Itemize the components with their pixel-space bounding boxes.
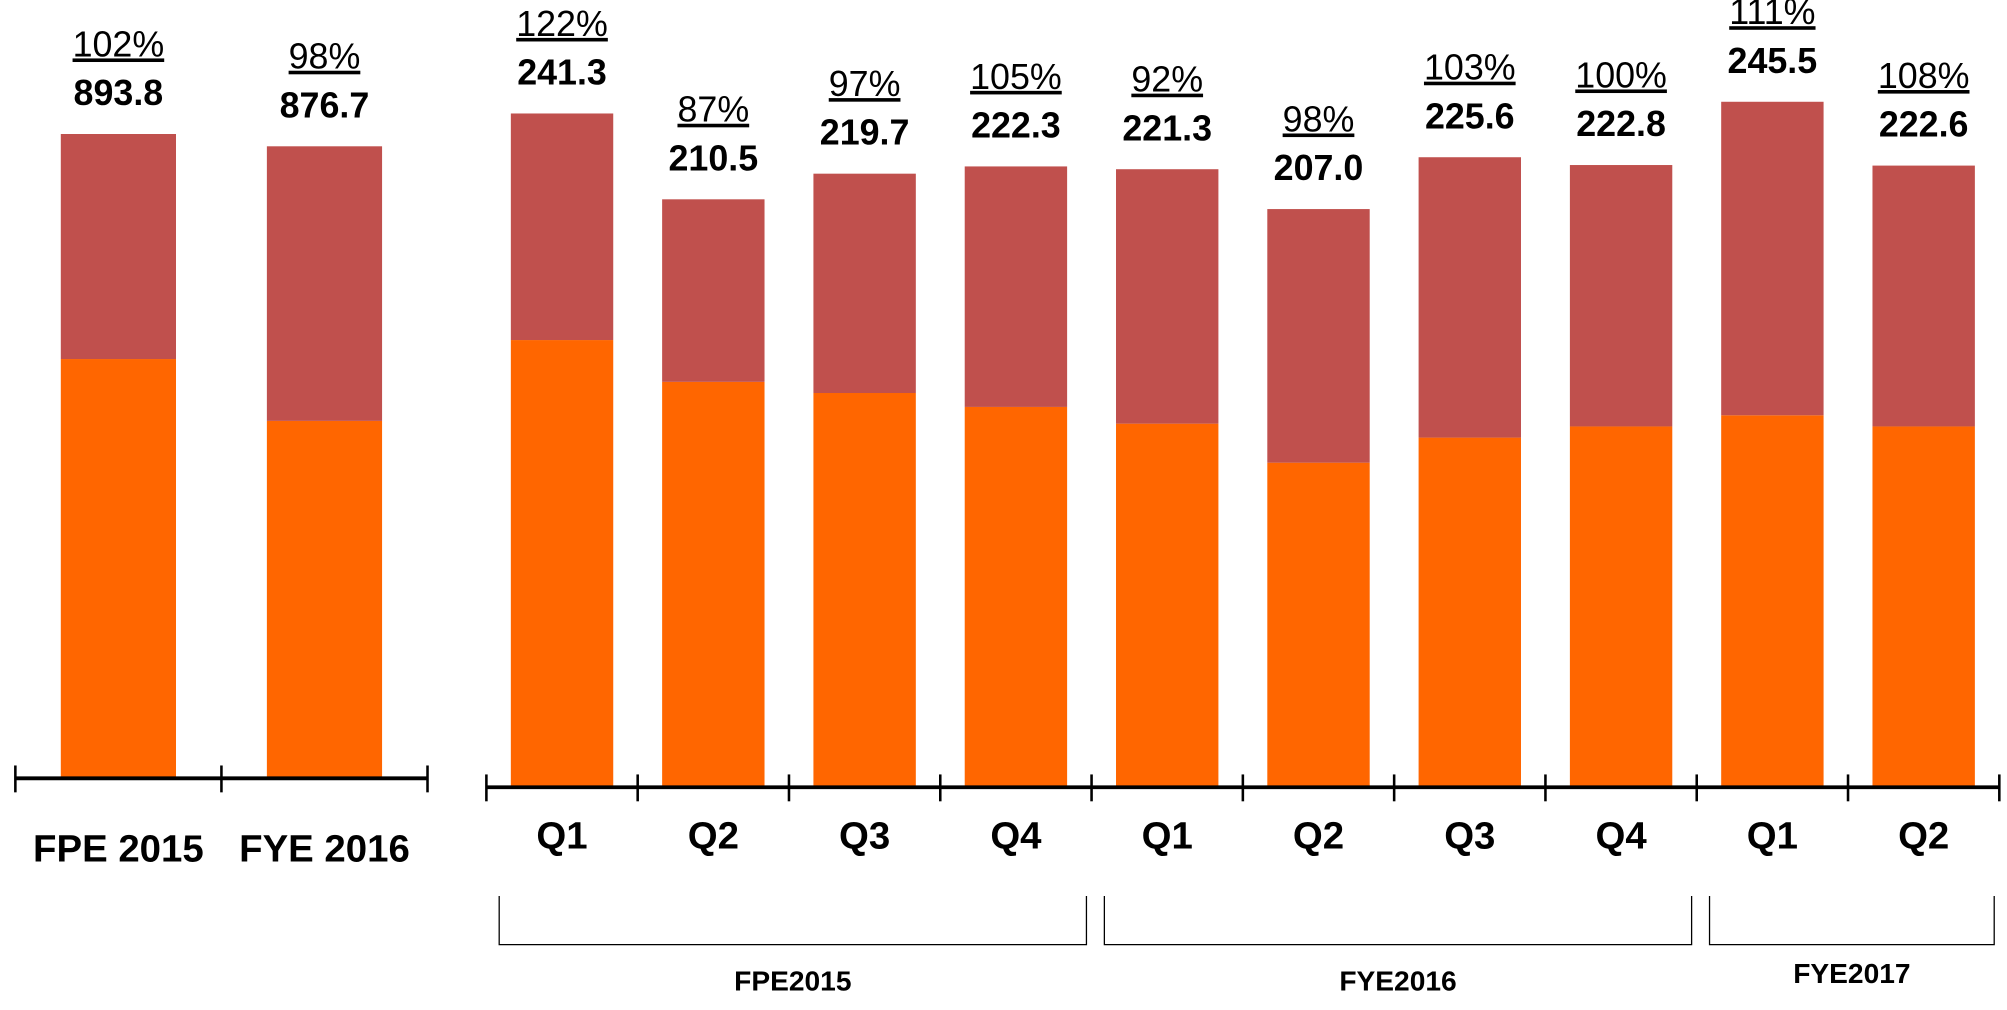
bar-segment	[813, 393, 916, 786]
bar-segment	[60, 359, 176, 777]
bar-segment	[1116, 423, 1219, 786]
group-label: FYE2016	[1339, 966, 1456, 997]
share-label: 92%	[1131, 60, 1203, 100]
x-tick-label: FYE 2016	[239, 827, 410, 870]
bar-segment	[1872, 426, 1975, 786]
bar-segment	[964, 406, 1068, 786]
share-label: 87%	[677, 90, 749, 130]
share-label: 98%	[289, 37, 361, 77]
share-label: 105%	[970, 57, 1062, 97]
total-label: 219.7	[820, 113, 910, 153]
group-bracket	[498, 896, 1088, 946]
x-tick-label: Q1	[1142, 815, 1193, 858]
bar-segment	[662, 381, 765, 786]
x-tick-label: Q2	[1898, 815, 1949, 858]
share-label: 103%	[1424, 48, 1516, 88]
bar-segment	[510, 113, 614, 341]
bar-segment	[1418, 437, 1521, 786]
bar-segment	[1569, 165, 1673, 427]
bar-segment	[510, 340, 614, 786]
x-tick-label: Q1	[536, 815, 587, 858]
x-tick-label: Q3	[1444, 815, 1495, 858]
share-label: 111%	[1729, 0, 1815, 32]
x-tick-label: Q2	[688, 815, 739, 858]
bar-segment	[1267, 209, 1370, 463]
x-tick-label: Q4	[990, 815, 1042, 858]
total-label: 222.6	[1879, 105, 1969, 145]
total-label: 225.6	[1425, 96, 1515, 136]
share-label: 102%	[73, 24, 165, 64]
x-tick-label: Q2	[1293, 815, 1344, 858]
share-label: 108%	[1878, 56, 1970, 96]
x-tick-label: FPE 2015	[33, 827, 204, 870]
bar-segment	[813, 173, 916, 394]
bar-segment	[266, 420, 383, 777]
bar-segment	[1721, 101, 1824, 416]
x-tick-label: Q4	[1595, 815, 1647, 858]
bar-segment	[1116, 169, 1219, 424]
bar-segment	[662, 199, 765, 382]
share-label: 122%	[516, 4, 608, 44]
bar-segment	[266, 146, 383, 421]
bar-segment	[964, 166, 1068, 407]
total-label: 241.3	[517, 53, 607, 93]
share-label: 98%	[1283, 99, 1355, 139]
total-label: 245.5	[1728, 41, 1818, 81]
total-label: 207.0	[1274, 148, 1364, 188]
group-bracket	[1708, 896, 1995, 946]
total-label: 222.8	[1576, 104, 1666, 144]
group-label: FPE2015	[734, 966, 851, 997]
total-label: 221.3	[1122, 108, 1212, 148]
group-label: FYE2017	[1793, 958, 1910, 989]
x-tick-label: Q1	[1747, 815, 1798, 858]
x-tick-label: Q3	[839, 815, 890, 858]
total-label: 893.8	[74, 73, 164, 113]
bar-segment	[1872, 165, 1975, 427]
share-label: 100%	[1575, 55, 1667, 95]
bar-segment	[60, 134, 176, 360]
bar-segment	[1721, 415, 1824, 786]
total-label: 876.7	[280, 85, 370, 125]
bar-segment	[1418, 157, 1521, 438]
bar-segment	[1267, 462, 1370, 786]
share-label: 97%	[829, 64, 901, 104]
total-label: 210.5	[668, 138, 758, 178]
bar-segment	[1569, 426, 1673, 786]
group-bracket	[1103, 896, 1693, 946]
total-label: 222.3	[971, 105, 1061, 145]
